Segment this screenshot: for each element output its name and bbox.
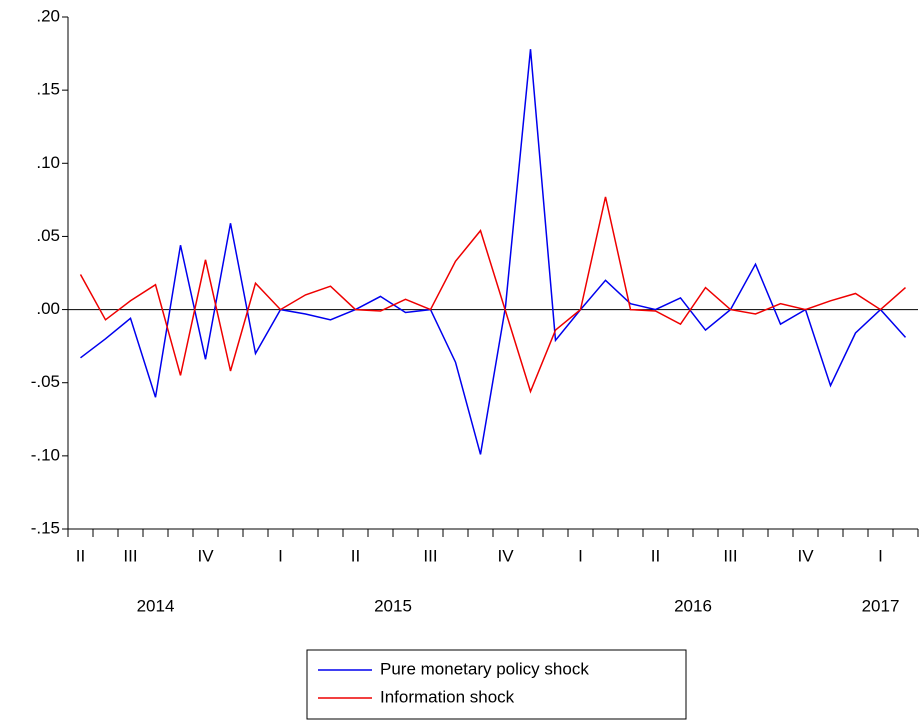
quarter-label: II [651, 546, 660, 565]
series-line [79, 196, 906, 394]
y-tick-label: .10 [36, 153, 60, 172]
quarter-label: III [123, 546, 137, 565]
quarter-label: II [351, 546, 360, 565]
year-label: 2016 [674, 596, 712, 615]
quarter-label: II [76, 546, 85, 565]
y-tick-label: -.05 [31, 372, 60, 391]
quarter-label: IV [797, 546, 814, 565]
y-tick-label: .00 [36, 299, 60, 318]
quarter-label: I [578, 546, 583, 565]
y-tick-label: .20 [36, 6, 60, 25]
y-tick-label: .15 [36, 80, 60, 99]
legend-label: Pure monetary policy shock [380, 659, 589, 678]
quarter-label: III [723, 546, 737, 565]
series-line [80, 49, 907, 455]
quarter-label: IV [197, 546, 214, 565]
quarter-label: III [423, 546, 437, 565]
y-tick-label: -.15 [31, 518, 60, 537]
year-label: 2014 [137, 596, 175, 615]
year-label: 2015 [374, 596, 412, 615]
legend-label: Information shock [380, 687, 515, 706]
y-tick-label: -.10 [31, 445, 60, 464]
y-tick-label: .05 [36, 226, 60, 245]
quarter-label: IV [497, 546, 514, 565]
year-label: 2017 [862, 596, 900, 615]
quarter-label: I [878, 546, 883, 565]
quarter-label: I [278, 546, 283, 565]
legend-box [306, 649, 687, 720]
